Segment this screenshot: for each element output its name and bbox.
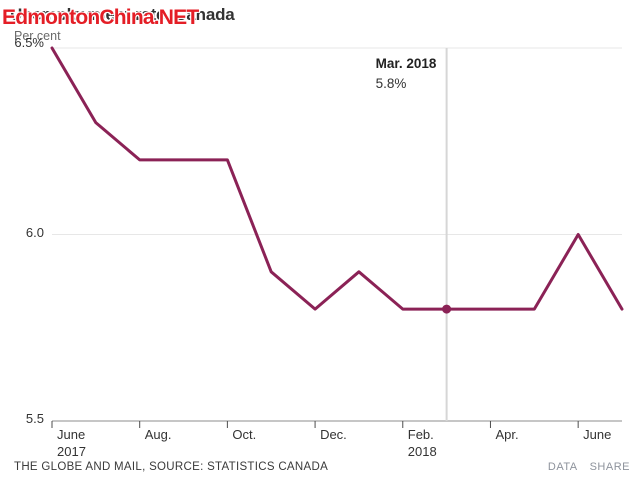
x-tick-label: Dec. [320, 427, 347, 442]
chart-title: Unemployment rate, Canada [10, 5, 235, 24]
x-tick-label: June 2017 [57, 427, 86, 459]
x-tick-label: Apr. [495, 427, 519, 442]
x-tick-label: Oct. [232, 427, 257, 442]
annotation-label: Mar. 2018 [375, 56, 437, 71]
y-tick-label: 6.5% [14, 35, 44, 50]
annotation-value: 5.8% [375, 76, 407, 91]
source-credit: THE GLOBE AND MAIL, SOURCE: STATISTICS C… [14, 461, 329, 473]
annotation-marker-dot [442, 304, 452, 314]
annotation-callout: Mar. 2018 5.8% [376, 54, 437, 94]
x-tick-label: June [583, 427, 612, 442]
x-tick-label: Feb. 2018 [407, 427, 437, 459]
y-tick-label: 5.5 [25, 411, 44, 426]
share-button[interactable]: SHARE [589, 461, 630, 473]
watermark-text: EdmontonChina.NET [2, 6, 199, 29]
data-line [50, 46, 624, 311]
y-tick-label: 6.0 [25, 224, 44, 240]
y-axis-unit-label: Per cent [14, 29, 61, 43]
x-tick-label: Aug. [144, 427, 172, 442]
footer-actions: DATA SHARE [539, 461, 630, 473]
data-button[interactable]: DATA [547, 461, 578, 473]
